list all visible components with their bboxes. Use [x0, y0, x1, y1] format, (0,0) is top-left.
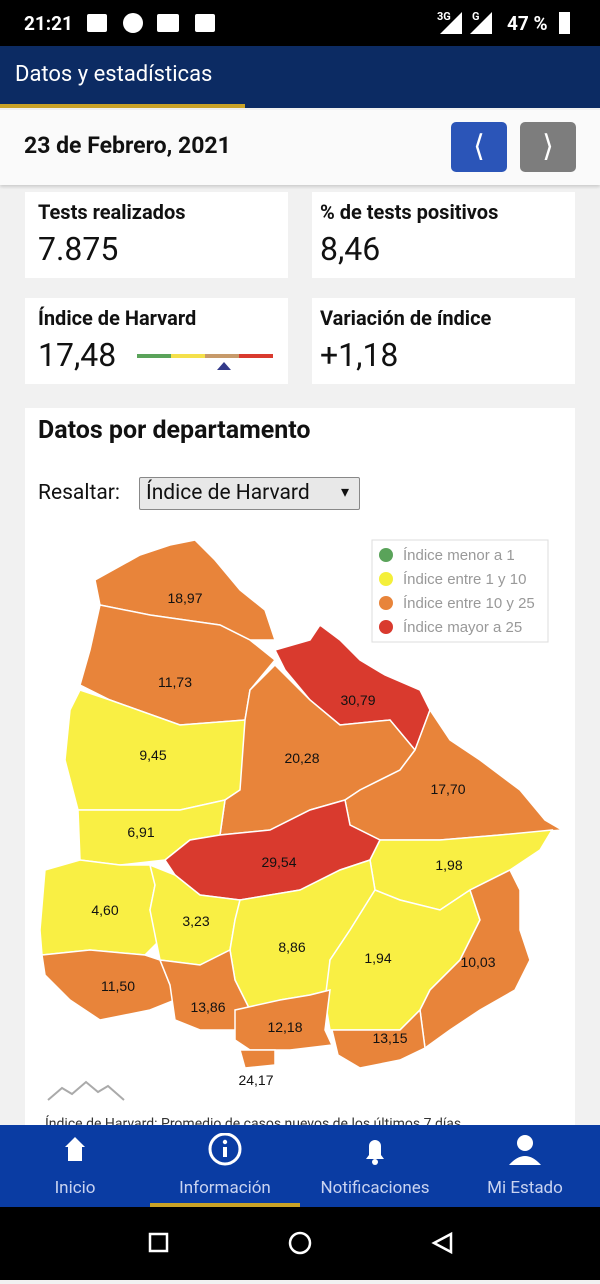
department-value: 1,98 [435, 857, 462, 873]
date-bar: 23 de Febrero, 2021 ⟨ ⟩ [0, 110, 600, 185]
department-value: 4,60 [91, 902, 118, 918]
status-bar: 21:21 3G G 47 % [0, 0, 600, 46]
legend-label: Índice entre 1 y 10 [403, 571, 526, 588]
nav-icon [509, 1135, 541, 1165]
stat-value: 7.875 [38, 230, 119, 268]
department [419, 868, 531, 1050]
nav-icon [366, 1140, 384, 1165]
department-value: 24,17 [238, 1072, 273, 1088]
legend-dot [379, 620, 393, 634]
stat-card: Tests realizados 7.875 [25, 192, 288, 278]
department-value: 11,73 [158, 674, 192, 690]
nav-active-indicator [150, 1203, 300, 1207]
app-title: Datos y estadísticas [15, 62, 213, 87]
status-icons [87, 13, 215, 33]
department-value: 10,03 [460, 954, 495, 970]
stat-value: 17,48 [38, 336, 117, 374]
stat-label: Variación de índice [320, 306, 492, 330]
system-nav [0, 1207, 600, 1280]
stat-card: Variación de índice +1,18 [312, 298, 575, 384]
legend-dot [379, 548, 393, 562]
clock: 21:21 [24, 12, 73, 35]
nav-item[interactable]: Información [150, 1125, 300, 1207]
stat-card: Índice de Harvard 17,48 [25, 298, 288, 384]
prev-button[interactable]: ⟨ [451, 122, 507, 172]
nav-label: Mi Estado [487, 1178, 563, 1198]
watermark-icon [47, 1080, 125, 1101]
section-title: Datos por departamento [38, 416, 311, 445]
department [331, 1008, 426, 1069]
department-value: 29,54 [261, 854, 296, 870]
select-label: Resaltar: [38, 481, 120, 505]
legend-box [371, 539, 549, 643]
date: 23 de Febrero, 2021 [24, 132, 231, 159]
department-value: 17,70 [430, 781, 465, 797]
department-value: 20,28 [284, 750, 319, 766]
network2: G [472, 10, 480, 23]
department-value: 6,91 [127, 824, 154, 840]
nav-item[interactable]: Mi Estado [450, 1125, 600, 1207]
department-value: 3,23 [182, 913, 209, 929]
department [239, 1049, 276, 1069]
legend-label: Índice entre 10 y 25 [403, 595, 535, 612]
select-arrow: ▾ [341, 482, 350, 501]
network: 3G [437, 10, 451, 23]
department-map: 18,97 11,73 30,79 9,45 20,28 17,70 6,91 29,54 1,… [39, 539, 565, 1101]
department-value: 1,94 [364, 950, 391, 966]
nav-icon [65, 1137, 85, 1161]
signal [440, 12, 492, 34]
bottom-nav: Inicio Información Notificaciones Mi Estado [0, 1125, 600, 1207]
stat-card: % de tests positivos 8,46 [312, 192, 575, 278]
department-value: 13,86 [190, 999, 225, 1015]
nav-label: Inicio [54, 1178, 96, 1198]
department-value: 9,45 [139, 747, 166, 763]
highlight-select[interactable]: Índice de Harvard ▾ [139, 477, 360, 510]
department-value: 11,50 [101, 978, 135, 994]
select-value: Índice de Harvard [146, 481, 310, 505]
legend-label: Índice menor a 1 [403, 547, 515, 564]
stat-label: Índice de Harvard [38, 306, 197, 330]
tab-indicator [0, 104, 245, 108]
nav-item[interactable]: Notificaciones [300, 1125, 450, 1207]
stat-label: Tests realizados [38, 200, 186, 224]
system-buttons [148, 1231, 453, 1255]
legend-dot [379, 572, 393, 586]
nav-item[interactable]: Inicio [0, 1125, 150, 1207]
department-value: 18,97 [167, 590, 202, 606]
department-value: 30,79 [340, 692, 375, 708]
battery-icon [559, 12, 570, 34]
next-button[interactable]: ⟩ [520, 122, 576, 172]
department-value: 8,86 [278, 939, 305, 955]
department [234, 989, 334, 1051]
stat-value: +1,18 [320, 336, 399, 374]
department-value: 13,15 [372, 1030, 407, 1046]
nav-icon [208, 1133, 242, 1166]
legend-dot [379, 596, 393, 610]
index-gauge [137, 354, 273, 370]
legend-label: Índice mayor a 25 [403, 619, 522, 636]
nav-label: Información [179, 1178, 271, 1198]
nav-label: Notificaciones [320, 1178, 430, 1198]
stat-value: 8,46 [320, 230, 381, 268]
stat-label: % de tests positivos [320, 200, 499, 224]
app-bar: Datos y estadísticas [0, 46, 600, 108]
department-value: 12,18 [267, 1019, 302, 1035]
battery-text: 47 % [507, 12, 548, 35]
